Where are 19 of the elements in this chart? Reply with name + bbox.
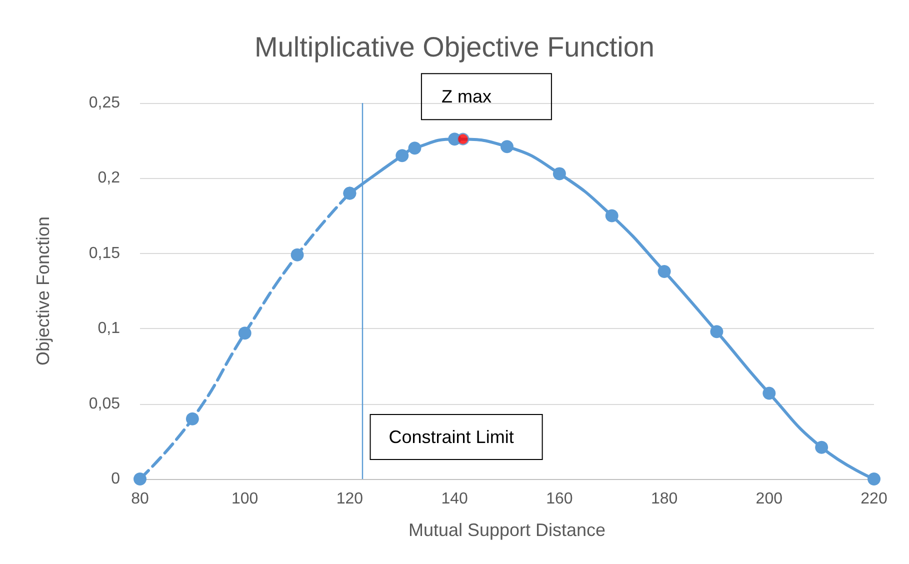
y-tick-label: 0,15 — [88, 244, 120, 262]
y-tick-label: 0,05 — [88, 395, 120, 412]
y-axis-title: Objective Fonction — [33, 216, 53, 366]
y-tick-label: 0,1 — [98, 320, 120, 338]
x-tick-label: 160 — [546, 490, 573, 508]
x-tick-label: 140 — [441, 490, 468, 508]
x-axis-title: Mutual Support Distance — [408, 520, 606, 540]
ref-line-label: Constraint Limit — [388, 427, 514, 447]
x-tick-label: 120 — [336, 490, 364, 508]
y-tick-label: 0,25 — [88, 94, 120, 112]
y-tick-label: 0 — [111, 470, 120, 488]
y-tick-label: 0,2 — [98, 170, 120, 187]
x-tick-label: 80 — [131, 490, 149, 508]
x-tick-label: 200 — [756, 490, 783, 508]
x-tick-label: 220 — [860, 490, 888, 508]
x-tick-label: 100 — [232, 490, 258, 508]
chart-title: Multiplicative Objective Function — [254, 32, 654, 62]
x-tick-label: 180 — [650, 490, 678, 508]
annotation: Z max — [441, 86, 492, 107]
